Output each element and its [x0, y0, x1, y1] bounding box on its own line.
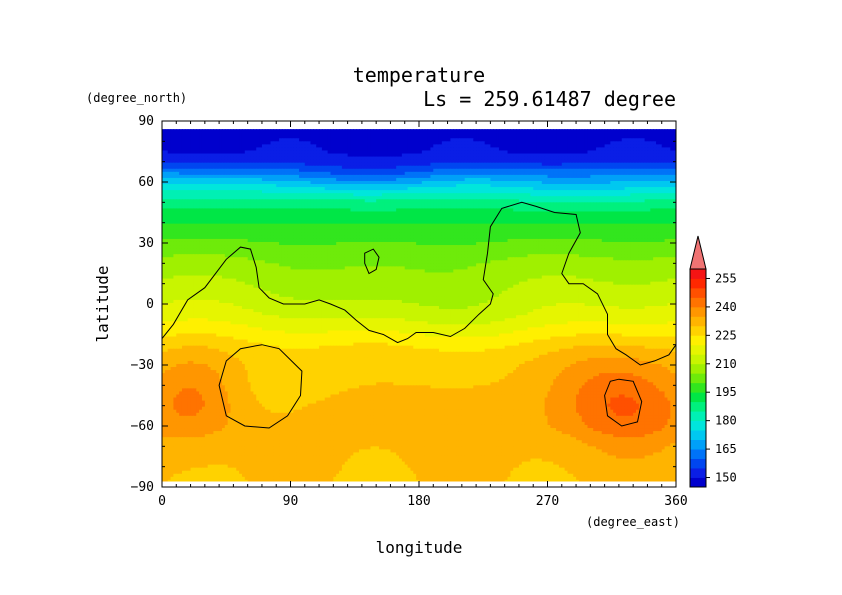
heatmap-field	[162, 129, 677, 481]
y-axis-label: latitude	[93, 265, 112, 342]
chart-subtitle: Ls = 259.61487 degree	[423, 87, 676, 111]
chart-title: temperature	[353, 63, 485, 87]
y-axis-unit: (degree_north)	[86, 91, 187, 105]
x-axis-unit: (degree_east)	[586, 515, 680, 529]
x-axis-label: longitude	[376, 538, 463, 557]
